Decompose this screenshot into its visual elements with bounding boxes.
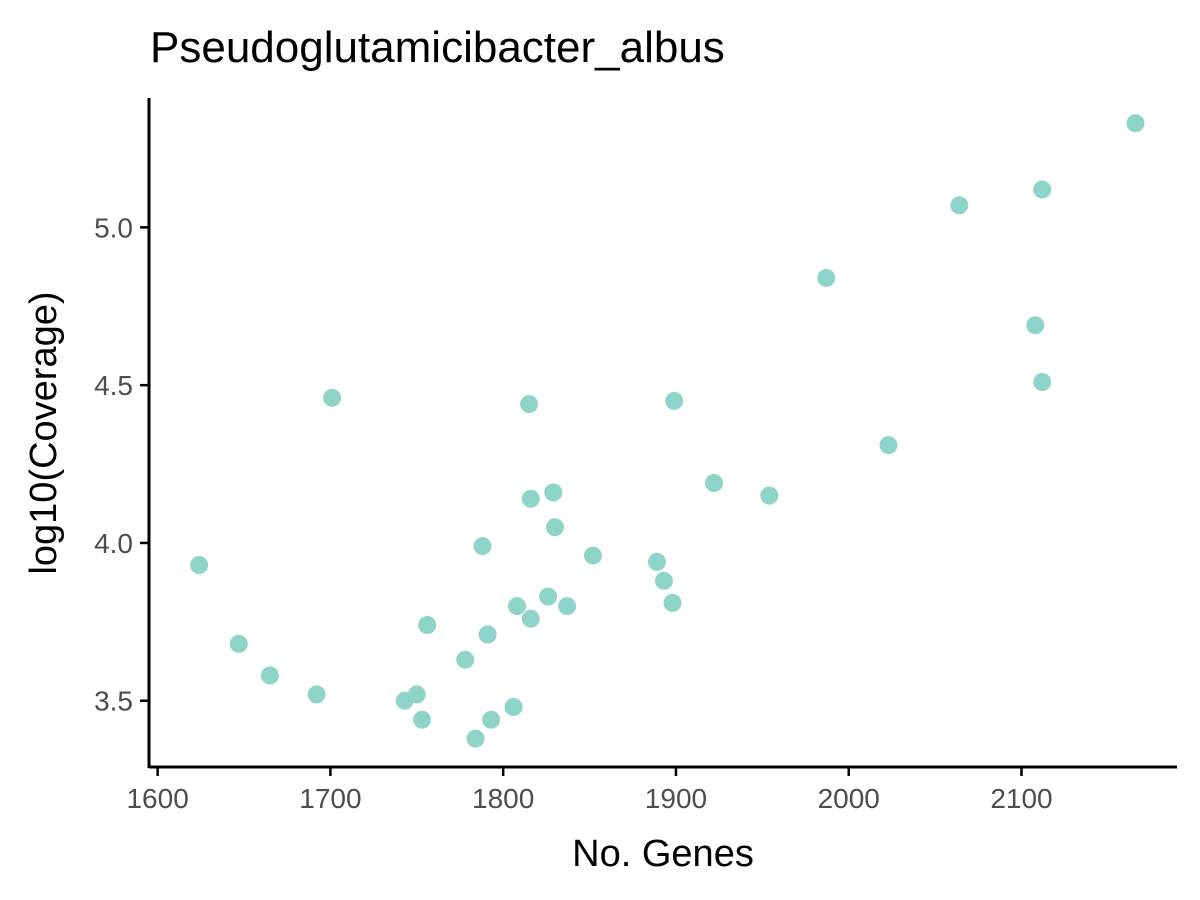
y-axis-title: log10(Coverage) xyxy=(23,291,65,574)
points-layer xyxy=(190,114,1145,748)
data-point-20 xyxy=(544,483,563,502)
y-tick-label-3.5: 3.5 xyxy=(94,686,133,717)
y-tick-label-4.5: 4.5 xyxy=(94,370,133,401)
data-point-0 xyxy=(190,556,209,574)
data-point-18 xyxy=(521,609,540,628)
x-tick-label-1700: 1700 xyxy=(299,783,361,814)
data-point-25 xyxy=(654,571,673,590)
data-point-3 xyxy=(307,685,326,704)
data-point-8 xyxy=(418,616,437,634)
data-point-30 xyxy=(817,268,836,287)
data-point-4 xyxy=(323,388,342,407)
data-point-19 xyxy=(539,587,558,606)
data-point-24 xyxy=(648,552,666,571)
data-point-12 xyxy=(478,625,497,644)
data-point-32 xyxy=(950,196,969,215)
data-point-26 xyxy=(663,593,682,612)
data-point-33 xyxy=(1026,316,1045,335)
data-point-34 xyxy=(1033,373,1052,391)
x-tick-label-1900: 1900 xyxy=(645,783,707,814)
x-tick-label-2000: 2000 xyxy=(818,783,880,814)
x-axis-ticks: 1600 1700 1800 1900 2000 2100 xyxy=(126,767,1053,814)
data-point-29 xyxy=(760,486,779,505)
data-point-6 xyxy=(407,685,426,704)
data-point-36 xyxy=(1126,114,1145,133)
data-point-23 xyxy=(584,546,602,565)
data-point-35 xyxy=(1033,180,1052,199)
data-point-31 xyxy=(879,436,898,455)
x-tick-label-2100: 2100 xyxy=(990,783,1052,814)
data-point-27 xyxy=(665,391,684,410)
data-point-16 xyxy=(520,395,539,414)
x-tick-label-1600: 1600 xyxy=(126,783,188,814)
data-point-22 xyxy=(558,597,577,616)
data-point-2 xyxy=(260,666,279,685)
data-point-11 xyxy=(473,537,492,556)
y-tick-label-5: 5.0 xyxy=(94,212,133,243)
y-tick-label-4: 4.0 xyxy=(94,528,133,559)
data-point-1 xyxy=(229,634,248,653)
y-axis-ticks: 3.5 4.0 4.5 5.0 xyxy=(94,212,149,717)
data-point-15 xyxy=(508,597,526,616)
data-point-21 xyxy=(546,518,564,537)
data-point-14 xyxy=(504,698,523,716)
data-point-13 xyxy=(482,710,501,729)
chart-title: Pseudoglutamicibacter_albus xyxy=(150,23,725,72)
data-point-17 xyxy=(521,489,540,508)
data-point-10 xyxy=(466,729,485,748)
x-axis-title: No. Genes xyxy=(572,833,754,875)
data-point-28 xyxy=(705,474,723,492)
x-tick-label-1800: 1800 xyxy=(472,783,534,814)
data-point-7 xyxy=(413,710,431,729)
data-point-9 xyxy=(456,650,475,669)
